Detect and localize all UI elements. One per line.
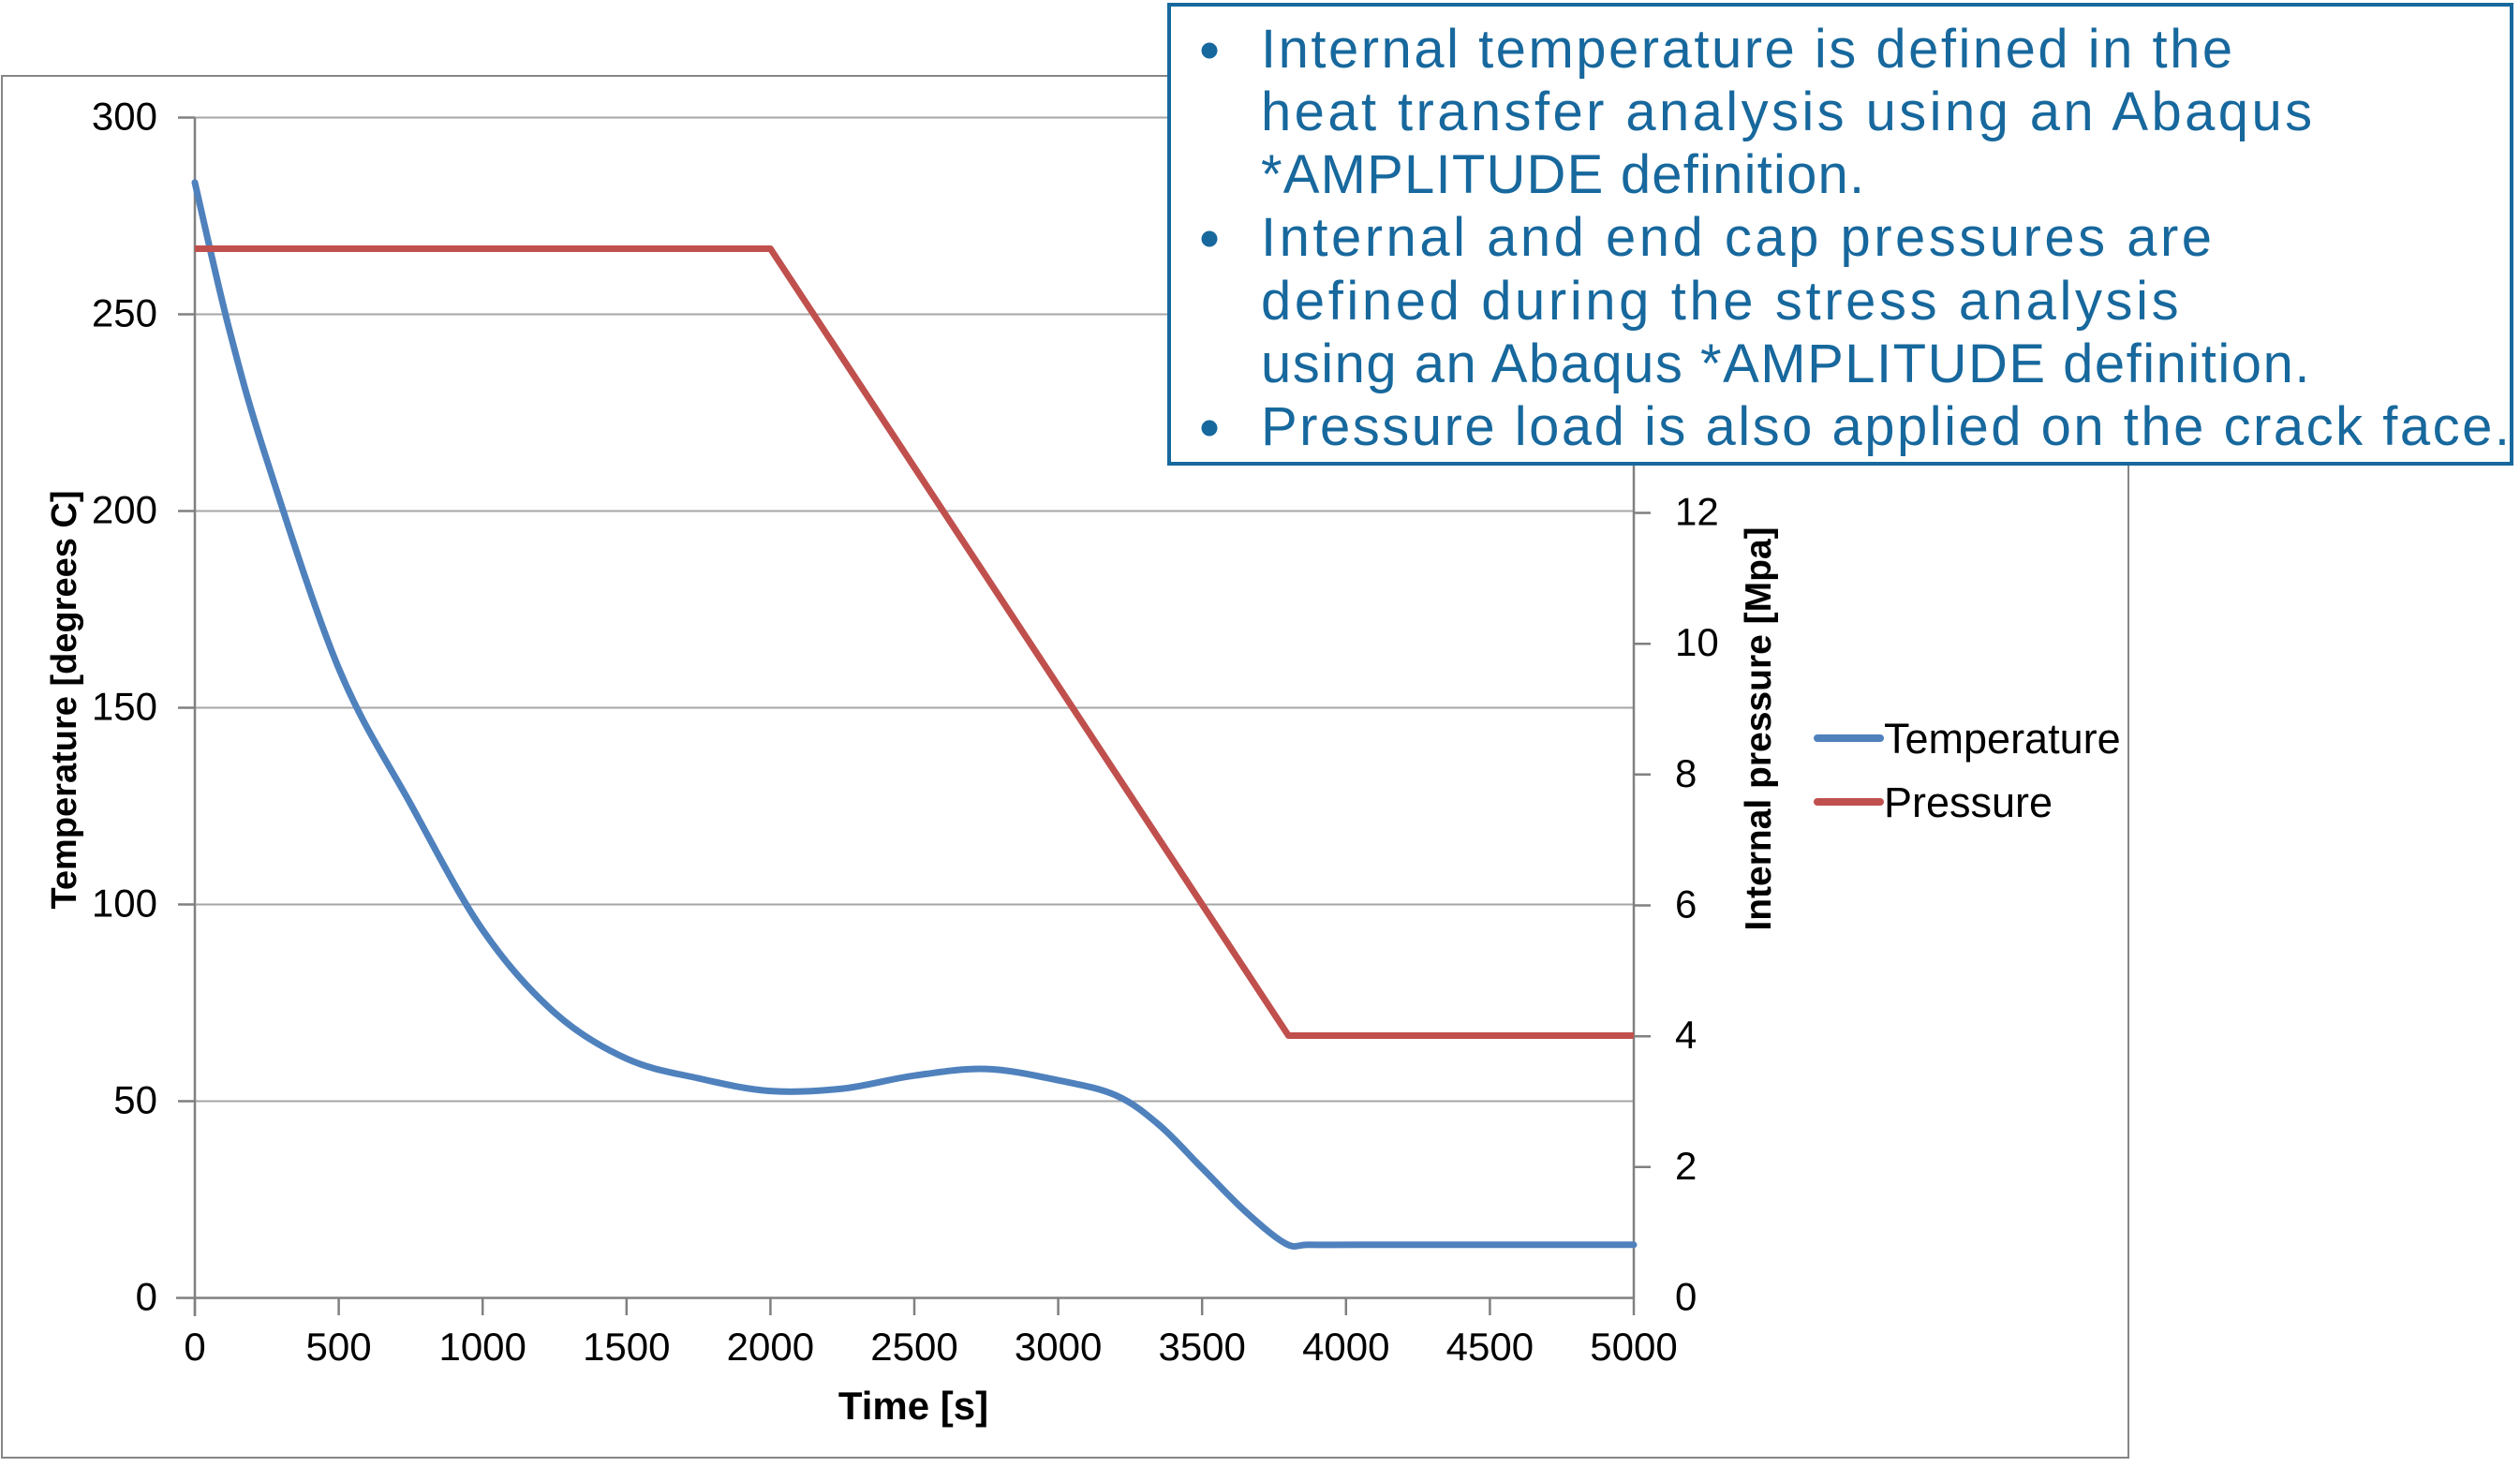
svg-text:0: 0 <box>184 1325 205 1369</box>
svg-text:defined during the stress anal: defined during the stress analysis <box>1261 271 2182 332</box>
svg-text:Pressure load is also applied: Pressure load is also applied on the cra… <box>1261 396 2512 457</box>
svg-text:using an Abaqus *AMPLITUDE def: using an Abaqus *AMPLITUDE definition. <box>1261 333 2311 394</box>
svg-text:8: 8 <box>1675 751 1697 795</box>
svg-text:150: 150 <box>92 685 157 729</box>
svg-text:0: 0 <box>1675 1275 1697 1319</box>
svg-text:Temperature [degrees C]: Temperature [degrees C] <box>45 491 84 910</box>
svg-text:4500: 4500 <box>1446 1325 1534 1369</box>
svg-text:500: 500 <box>306 1325 372 1369</box>
svg-text:50: 50 <box>113 1078 157 1122</box>
svg-text:1500: 1500 <box>583 1325 670 1369</box>
svg-text:200: 200 <box>92 488 157 532</box>
svg-text:6: 6 <box>1675 882 1697 926</box>
svg-text:Internal temperature is define: Internal temperature is defined in the <box>1261 19 2235 80</box>
svg-text:1000: 1000 <box>438 1325 526 1369</box>
svg-text:250: 250 <box>92 291 157 335</box>
svg-text:Internal pressure [Mpa]: Internal pressure [Mpa] <box>1739 526 1779 930</box>
svg-text:10: 10 <box>1675 620 1719 664</box>
svg-text:Temperature: Temperature <box>1884 715 2121 763</box>
svg-text:0: 0 <box>136 1275 157 1319</box>
svg-text:2000: 2000 <box>727 1325 814 1369</box>
svg-text:5000: 5000 <box>1590 1325 1677 1369</box>
svg-text:*AMPLITUDE definition.: *AMPLITUDE definition. <box>1261 144 1865 205</box>
svg-text:300: 300 <box>92 95 157 139</box>
svg-text:2: 2 <box>1675 1144 1697 1188</box>
svg-text:100: 100 <box>92 882 157 926</box>
svg-text:3000: 3000 <box>1015 1325 1102 1369</box>
svg-text:12: 12 <box>1675 490 1719 534</box>
svg-text:Pressure: Pressure <box>1884 778 2053 826</box>
svg-text:4000: 4000 <box>1302 1325 1389 1369</box>
svg-text:2500: 2500 <box>870 1325 957 1369</box>
svg-text:Time [s]: Time [s] <box>838 1384 988 1428</box>
svg-text:Internal and end cap pressures: Internal and end cap pressures are <box>1261 207 2216 268</box>
svg-text:heat transfer analysis using a: heat transfer analysis using an Abaqus <box>1261 82 2316 142</box>
svg-text:4: 4 <box>1675 1013 1697 1057</box>
svg-text:3500: 3500 <box>1158 1325 1245 1369</box>
